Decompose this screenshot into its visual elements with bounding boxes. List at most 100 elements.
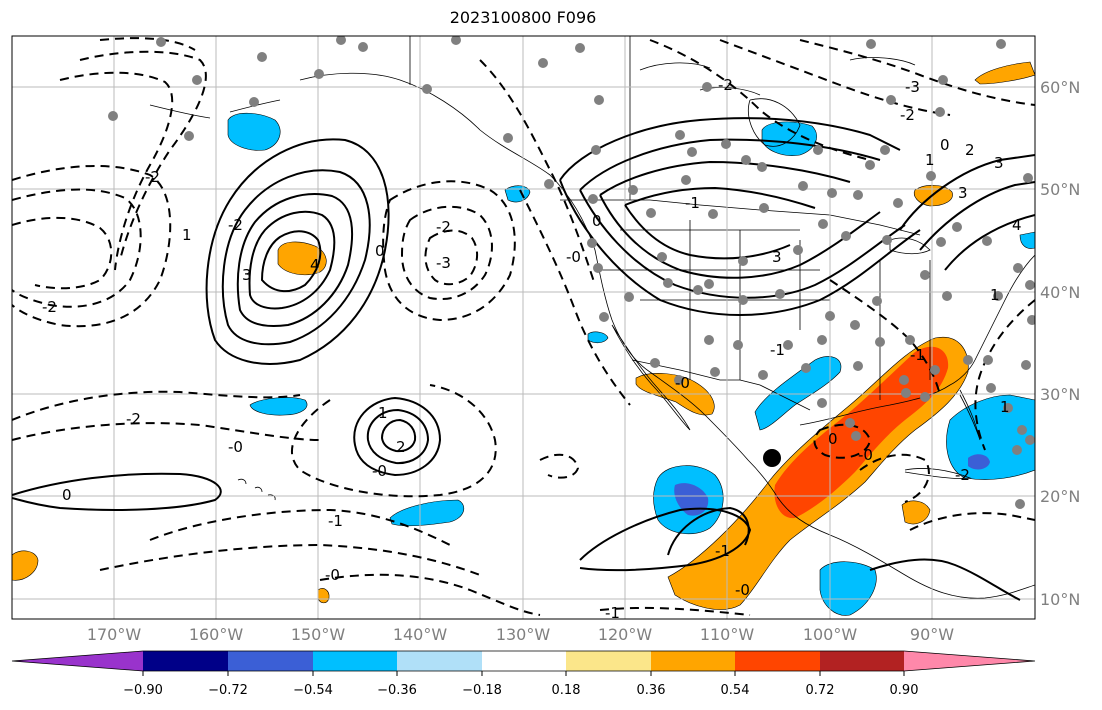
contour-label: -2 [42,298,57,316]
contour-mexico-1 [579,507,752,572]
north-america-coastline [299,72,1035,599]
contour-hawaii-low-2 [366,408,430,465]
contour-subtropics-1 [149,508,451,546]
contour-label: -1 [685,194,700,212]
negative-anomaly-west-mexico-core [674,483,709,516]
contour-label: 0 [62,486,72,504]
colorbar-segment-extend-high [904,651,1035,671]
negative-anomaly-texas [754,356,842,431]
contour-label: 4 [310,256,320,274]
colorbar-segment [397,651,482,671]
colorbar-segment [143,651,228,671]
colorbar-tick-label: 0.72 [806,683,835,698]
colorbar-segment [651,651,735,671]
longitude-label: 110°W [700,625,755,644]
longitude-label: 120°W [598,625,653,644]
contour-label: -0 [372,462,387,480]
contour-label: 3 [994,154,1004,172]
contour-hawaii-low-1 [353,396,442,477]
colorbar-segment [313,651,397,671]
colorbar-segment-extend-low [12,651,143,671]
contour-label: 0 [940,136,950,154]
contour-northeast-canada-1 [649,39,871,161]
colorbar-tick-label: −0.54 [293,683,333,698]
contour-central-america [869,558,1021,601]
contour-label: 2 [965,141,975,159]
contour-midpacific-trough-2 [12,390,301,421]
baja-peninsula [611,324,691,431]
gulf-coast [799,359,976,426]
contour-west-pacific-3 [12,216,113,290]
contour-canada-ridge-4 [624,186,816,260]
negative-anomaly-gulf-aleutians [227,112,281,151]
contour-label: -0 [858,446,873,464]
contour-north-pacific-ridge-4 [248,210,336,310]
contour-labels: -2 1 -2 -2 3 4 -3 -2 0 -2 -0 -1 -0 2 1 -… [42,76,1022,619]
latitude-label: 40°N [1040,283,1080,302]
contour-label: -2 [126,410,141,428]
contour-label: 1 [378,404,388,422]
negative-anomaly-southeast-core [968,454,990,470]
contour-label: -1 [715,542,730,560]
contour-label: -1 [770,341,785,359]
contour-label: 1 [1000,398,1010,416]
colorbar-segment [482,651,566,671]
contour-gulf-alaska-1 [382,180,516,322]
positive-anomaly-north-pacific [277,241,327,276]
contour-gulf-alaska-2 [400,205,493,301]
longitude-label: 90°W [910,625,954,644]
negative-anomaly-central-america [819,561,877,616]
colorbar: −0.90 −0.72 −0.54 −0.36 −0.18 0.18 0.36 … [11,650,1036,698]
contour-label: -1 [910,346,925,364]
contour-label: -0 [735,581,750,599]
contour-hawaii-low-3 [380,418,417,453]
negative-anomaly-small-gulf [1019,231,1035,249]
contour-west-coast-1 [519,189,631,406]
contour-midpacific-trough-3 [12,422,321,441]
contour-aleutian-2 [59,71,174,271]
latitude-label: 50°N [1040,180,1080,199]
colorbar-segment [820,651,904,671]
longitude-axis: 170°W 160°W 150°W 140°W 130°W 120°W 110°… [87,625,954,644]
contour-zero-west [12,472,222,511]
positive-anomaly-small-pacific [317,588,330,604]
contour-atlantic-ridge [899,154,1035,271]
observation-points [108,36,1035,509]
contour-label: -0 [228,438,243,456]
negative-anomaly-small-baja [587,331,609,344]
colorbar-tick-label: −0.90 [123,683,163,698]
contour-label: -2 [955,466,970,484]
contour-label: -2 [145,168,160,186]
contour-atlantic-trough [974,299,1035,451]
negative-anomaly-hudson [761,121,817,156]
contour-label: -1 [328,512,343,530]
negative-anomaly-hawaii [249,397,308,416]
contour-mexico-pacific [539,453,580,479]
contour-label: -0 [325,566,340,584]
positive-anomaly-yucatan [901,500,931,525]
contour-subtropics-3 [319,573,541,616]
contour-label: -2 [228,216,243,234]
contour-north-pacific-ridge-1 [205,138,390,365]
contour-canada-ridge-3 [599,160,881,279]
colorbar-tick-label: −0.36 [377,683,417,698]
contour-label: 0 [828,430,838,448]
latitude-label: 60°N [1040,78,1080,97]
colorbar-tick-label: −0.72 [208,683,248,698]
longitude-label: 170°W [87,625,142,644]
contour-midpacific-trough-1 [290,384,497,498]
graticule [12,36,1035,619]
contour-label: 4 [1012,216,1022,234]
longitude-label: 140°W [393,625,448,644]
colorbar-segment [228,651,313,671]
latitude-axis: 60°N 50°N 40°N 30°N 20°N 10°N [1040,78,1080,609]
contour-northeast-canada-3 [799,39,1035,106]
map-frame [11,35,1036,620]
colorbar-tick-label: 0.54 [721,683,750,698]
positive-anomaly-arctic [974,61,1035,85]
colorbar-segment [566,651,651,671]
contour-north-pacific-ridge-5 [260,230,322,293]
contour-gulf-2 [859,453,930,503]
contour-northeast-canada-2 [719,39,951,116]
map-title: 2023100800 F096 [449,8,597,27]
